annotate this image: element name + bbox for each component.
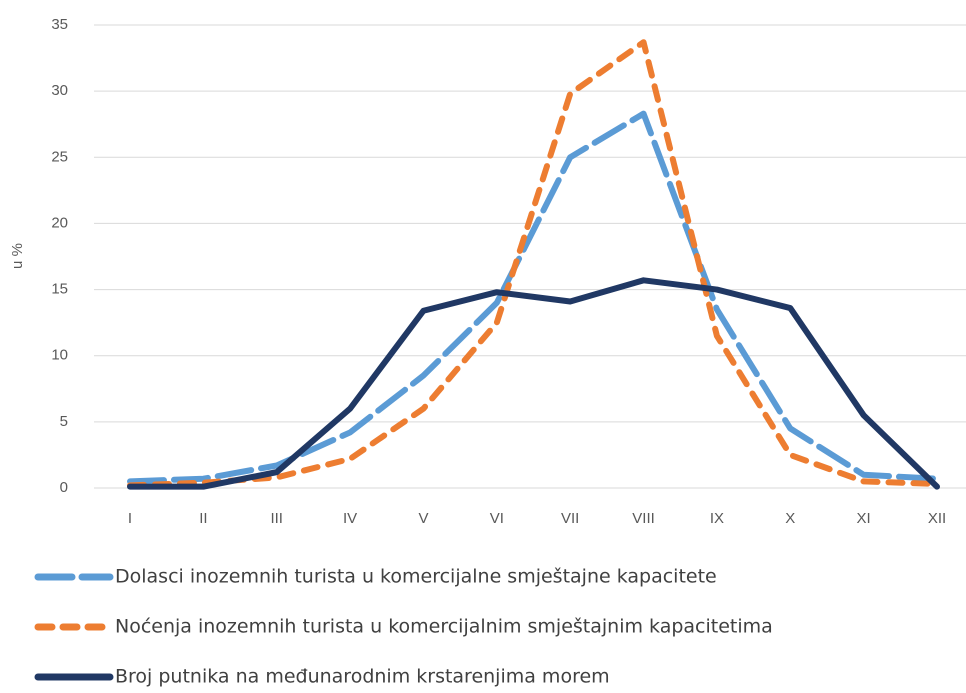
x-tick-label: I	[128, 510, 132, 527]
x-tick-label: X	[785, 510, 795, 527]
x-tick-label: VI	[490, 510, 504, 527]
x-tick-label: XI	[857, 510, 871, 527]
y-tick-label: 35	[51, 16, 68, 33]
legend-label: Dolasci inozemnih turista u komercijalne…	[115, 566, 717, 588]
y-tick-label: 5	[60, 413, 68, 430]
series-line	[127, 110, 940, 485]
x-tick-label: IV	[343, 510, 357, 527]
x-tick-label: II	[199, 510, 207, 527]
x-tick-label: V	[418, 510, 428, 527]
y-tick-label: 20	[51, 214, 68, 231]
x-tick-label: VII	[561, 510, 579, 527]
y-tick-label: 25	[51, 148, 68, 165]
x-tick-label: IX	[710, 510, 724, 527]
x-tick-label: XII	[928, 510, 946, 527]
legend-label: Broj putnika na međunarodnim krstarenjim…	[115, 666, 610, 688]
series-line	[127, 39, 940, 489]
y-tick-label: 30	[51, 82, 68, 99]
y-axis-label: u %	[9, 243, 26, 269]
x-tick-label: III	[270, 510, 283, 527]
legend-label: Noćenja inozemnih turista u komercijalni…	[115, 616, 773, 638]
y-tick-label: 10	[51, 347, 68, 364]
x-tick-label: VIII	[632, 510, 655, 527]
series-line	[127, 277, 940, 490]
y-tick-label: 0	[60, 479, 68, 496]
y-tick-label: 15	[51, 281, 68, 298]
